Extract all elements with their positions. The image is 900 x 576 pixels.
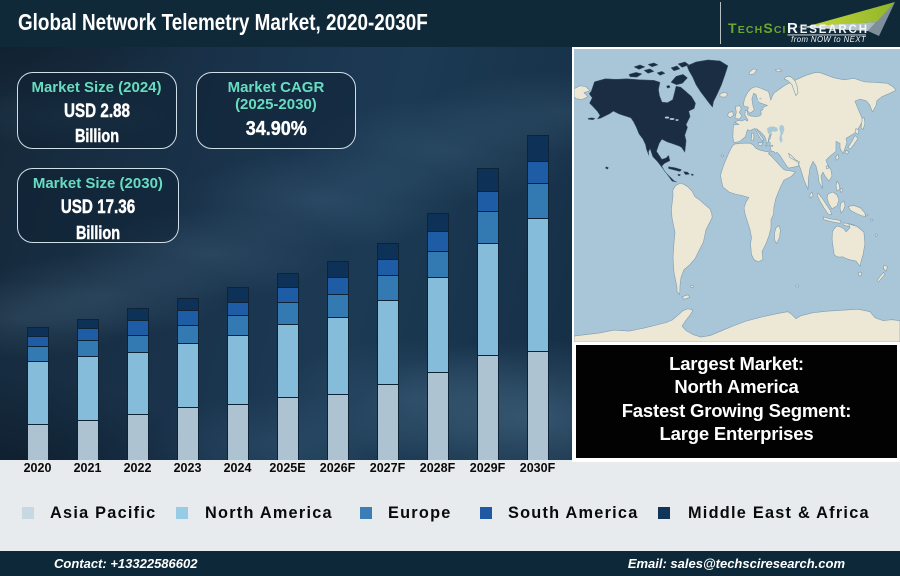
svg-text:TECHSCI: TECHSCI [728,20,787,36]
svg-text:from NOW to NEXT: from NOW to NEXT [791,35,867,44]
svg-text:RESEARCH: RESEARCH [787,20,869,37]
